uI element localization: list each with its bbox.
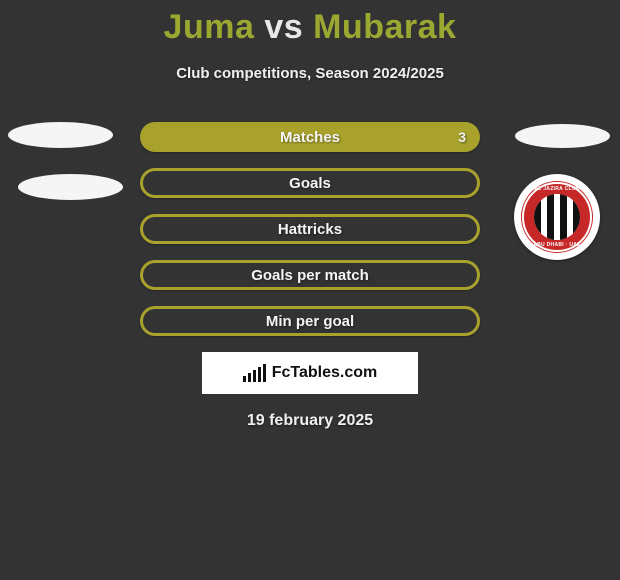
stat-row-matches: Matches 3 bbox=[140, 122, 480, 152]
stat-row-goals-per-match: Goals per match bbox=[140, 260, 480, 290]
stat-label: Goals bbox=[289, 175, 331, 192]
stat-rows: Matches 3 Goals Hattricks Goals per matc… bbox=[140, 122, 480, 336]
stat-row-hattricks: Hattricks bbox=[140, 214, 480, 244]
club-text-top: AL JAZIRA CLUB bbox=[534, 186, 579, 192]
subtitle: Club competitions, Season 2024/2025 bbox=[0, 65, 620, 82]
club-logo-stripes bbox=[534, 194, 580, 240]
stat-label: Min per goal bbox=[266, 313, 354, 330]
stat-value-right: 3 bbox=[458, 129, 466, 145]
placeholder-oval-left-2 bbox=[18, 174, 123, 200]
fctables-text: FcTables.com bbox=[272, 364, 378, 382]
stat-row-min-per-goal: Min per goal bbox=[140, 306, 480, 336]
placeholder-oval-right bbox=[515, 124, 610, 148]
stat-label: Matches bbox=[280, 129, 340, 146]
club-logo: AL JAZIRA CLUB ABU DHABI · UAE bbox=[514, 174, 600, 260]
club-text-bottom: ABU DHABI · UAE bbox=[533, 242, 581, 248]
vs-text: vs bbox=[264, 8, 303, 46]
player1-name: Juma bbox=[164, 8, 255, 46]
stat-label: Hattricks bbox=[278, 221, 342, 238]
comparison-title: Juma vs Mubarak bbox=[0, 0, 620, 47]
placeholder-oval-left-1 bbox=[8, 122, 113, 148]
fctables-watermark: FcTables.com bbox=[202, 352, 418, 394]
stat-row-goals: Goals bbox=[140, 168, 480, 198]
bars-icon bbox=[243, 364, 266, 382]
club-logo-ring: AL JAZIRA CLUB ABU DHABI · UAE bbox=[522, 182, 592, 252]
player2-name: Mubarak bbox=[313, 8, 456, 46]
date-text: 19 february 2025 bbox=[0, 412, 620, 430]
content-area: AL JAZIRA CLUB ABU DHABI · UAE Matches 3… bbox=[0, 122, 620, 430]
club-logo-inner: AL JAZIRA CLUB ABU DHABI · UAE bbox=[521, 181, 593, 253]
stat-label: Goals per match bbox=[251, 267, 369, 284]
